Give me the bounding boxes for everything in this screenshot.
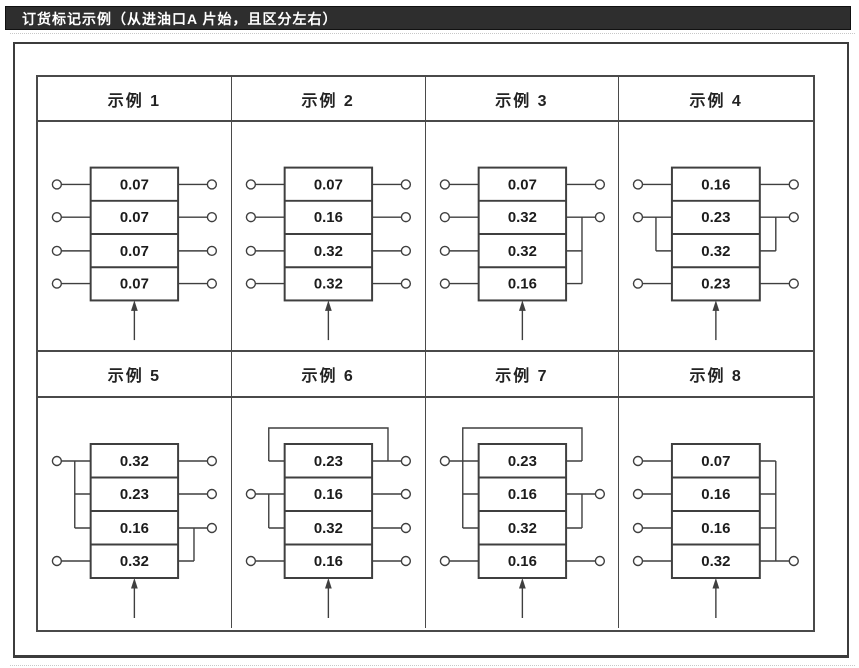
- examples-table: 示例 1 示例 2 示例 3 示例 4 0.07 0.07 0.07 0.07: [36, 75, 815, 632]
- stack-value: 0.23: [702, 209, 731, 226]
- stack-value: 0.32: [507, 244, 536, 260]
- example-3-diagram: 0.07 0.32 0.32 0.16: [439, 166, 605, 341]
- stack-value: 0.07: [120, 277, 149, 293]
- stack-value: 0.32: [120, 453, 149, 470]
- port-lines: [255, 183, 402, 285]
- stack-value: 0.07: [314, 177, 343, 193]
- inlet-arrow: [324, 578, 332, 618]
- stack-dividers: [672, 199, 761, 269]
- example-2-header: 示例 2: [231, 77, 426, 122]
- inlet-arrow: [712, 578, 720, 618]
- example-1-cell: 0.07 0.07 0.07 0.07: [38, 122, 232, 352]
- example-3-header: 示例 3: [425, 77, 620, 122]
- scan-artifact-top: [10, 33, 855, 34]
- example-1-header: 示例 1: [38, 77, 232, 122]
- port-lines: [61, 460, 208, 562]
- stack-value: 0.16: [314, 553, 343, 570]
- inlet-arrow: [130, 578, 138, 618]
- inlet-arrow: [518, 300, 526, 341]
- stack-value: 0.16: [507, 486, 536, 503]
- inlet-arrow: [130, 300, 138, 341]
- example-4-cell: 0.16 0.23 0.32 0.23: [619, 122, 813, 352]
- stack-dividers: [478, 199, 566, 269]
- port-lines: [448, 183, 595, 285]
- stack-value: 0.16: [314, 486, 343, 503]
- port-lines: [642, 183, 790, 285]
- port-lines: [642, 460, 790, 562]
- stack-value: 0.16: [702, 486, 731, 503]
- stack-value: 0.32: [507, 520, 536, 537]
- stack-value: 0.23: [120, 486, 149, 503]
- example-8-cell: 0.07 0.16 0.16 0.32: [619, 398, 813, 628]
- example-4-header: 示例 4: [619, 77, 813, 122]
- stack-value: 0.16: [507, 553, 536, 570]
- port-lines: [61, 183, 208, 285]
- example-6-header: 示例 6: [231, 352, 426, 398]
- example-7-cell: 0.23 0.16 0.32 0.16: [426, 398, 620, 628]
- inlet-arrow: [712, 300, 720, 341]
- port-lines: [448, 427, 595, 562]
- port-lines: [255, 427, 402, 562]
- example-6-diagram: 0.23 0.16 0.32 0.16: [245, 427, 411, 618]
- stack-value: 0.32: [702, 243, 731, 260]
- page-title: 订货标记示例（从进油口A 片始，且区分左右）: [22, 11, 338, 27]
- stack-value: 0.32: [314, 244, 343, 260]
- stack-dividers: [672, 476, 761, 546]
- stack-dividers: [284, 476, 372, 546]
- scan-artifact-bottom: [10, 665, 855, 666]
- stack-value: 0.07: [120, 177, 149, 193]
- example-1-diagram: 0.07 0.07 0.07 0.07: [51, 166, 218, 341]
- port-circles: [245, 455, 411, 567]
- example-3-cell: 0.07 0.32 0.32 0.16: [425, 122, 620, 352]
- stack-value: 0.32: [314, 520, 343, 537]
- stack-value: 0.07: [702, 453, 731, 470]
- example-8-header: 示例 8: [619, 352, 813, 398]
- stack-value: 0.16: [702, 176, 731, 193]
- stack-value: 0.32: [314, 277, 343, 293]
- port-circles: [51, 179, 218, 289]
- stack-value: 0.16: [702, 520, 731, 537]
- stack-value: 0.07: [120, 244, 149, 260]
- stack-value: 0.16: [314, 210, 343, 226]
- example-5-diagram: 0.32 0.23 0.16 0.32: [51, 443, 218, 618]
- stack-dividers: [90, 199, 179, 269]
- example-7-diagram: 0.23 0.16 0.32 0.16: [439, 427, 605, 618]
- stack-dividers: [284, 199, 372, 269]
- example-2-cell: 0.07 0.16 0.32 0.32: [231, 122, 426, 352]
- stack-value: 0.23: [507, 453, 536, 470]
- stack-value: 0.07: [120, 210, 149, 226]
- port-circles: [439, 455, 605, 567]
- example-8-diagram: 0.07 0.16 0.16 0.32: [633, 443, 800, 618]
- stack-value: 0.32: [702, 553, 731, 570]
- port-circles: [245, 179, 411, 289]
- example-5-header: 示例 5: [38, 352, 232, 398]
- stack-value: 0.23: [314, 453, 343, 470]
- content-frame: 示例 1 示例 2 示例 3 示例 4 0.07 0.07 0.07 0.07: [13, 42, 849, 658]
- example-6-cell: 0.23 0.16 0.32 0.16: [232, 398, 426, 628]
- stack-value: 0.16: [507, 277, 536, 293]
- example-7-header: 示例 7: [425, 352, 620, 398]
- stack-value: 0.32: [507, 210, 536, 226]
- port-circles: [439, 179, 605, 289]
- inlet-arrow: [324, 300, 332, 341]
- stack-dividers: [90, 476, 179, 546]
- port-circles: [51, 455, 218, 567]
- example-5-cell: 0.32 0.23 0.16 0.32: [38, 398, 232, 628]
- example-4-diagram: 0.16 0.23 0.32 0.23: [633, 166, 800, 341]
- title-bar: 订货标记示例（从进油口A 片始，且区分左右）: [5, 6, 851, 30]
- inlet-arrow: [518, 578, 526, 618]
- stack-value: 0.23: [702, 276, 731, 293]
- stack-value: 0.07: [507, 177, 536, 193]
- example-2-diagram: 0.07 0.16 0.32 0.32: [245, 166, 411, 341]
- stack-value: 0.16: [120, 520, 149, 537]
- stack-dividers: [478, 476, 566, 546]
- port-circles: [633, 455, 800, 567]
- port-circles: [633, 179, 800, 289]
- stack-value: 0.32: [120, 553, 149, 570]
